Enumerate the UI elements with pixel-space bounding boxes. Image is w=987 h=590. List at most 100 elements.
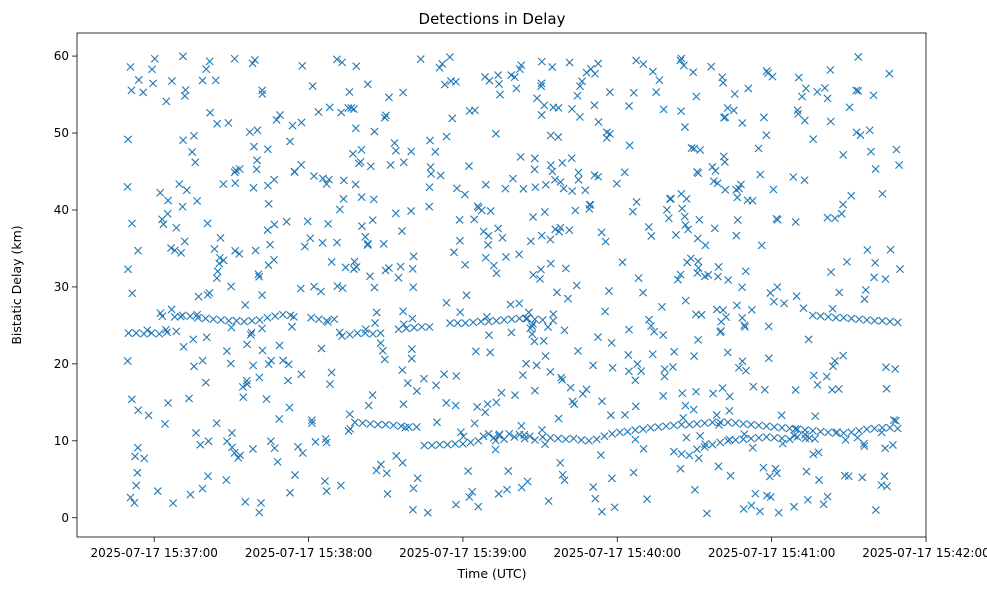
data-point [412,386,421,395]
data-point [217,316,226,324]
data-point [738,118,747,127]
data-point [738,313,747,322]
data-point [602,134,611,143]
data-point [243,380,252,389]
data-point [537,111,546,120]
data-point [191,158,200,167]
data-point [263,226,272,235]
data-point [345,410,354,419]
data-point [249,183,258,192]
data-point [238,382,247,391]
data-point [756,170,765,179]
data-point [581,186,590,195]
data-point [266,437,275,446]
data-point [318,238,327,247]
data-point [270,175,279,184]
data-point [659,105,668,114]
data-point [885,423,894,432]
data-point [529,213,538,222]
data-point [578,389,587,398]
data-point [201,378,210,387]
data-point [680,122,689,131]
data-point [127,395,136,404]
data-point [732,185,741,194]
data-point [205,57,214,66]
data-point [801,430,810,439]
data-point [546,259,555,268]
data-point [397,227,406,236]
data-point [693,168,702,177]
data-point [219,256,228,265]
data-point [624,367,633,376]
data-point [198,76,207,85]
data-point [593,333,602,342]
data-point [654,422,663,431]
data-point [618,258,627,267]
data-point [251,246,260,255]
data-point [676,56,685,65]
data-point [707,62,716,71]
data-point [740,321,749,330]
data-point [559,184,568,193]
data-point [854,52,863,61]
data-point [530,436,539,445]
data-point [185,394,194,403]
data-point [180,237,189,246]
data-point [809,135,818,144]
data-point [285,403,294,412]
data-point [723,418,732,427]
data-point [363,241,372,249]
data-point [895,161,904,170]
data-point [839,200,848,209]
data-point [678,204,687,213]
data-point [589,483,598,491]
data-point [631,426,640,435]
data-point [338,58,347,67]
data-point [370,127,379,136]
data-point [828,385,837,394]
data-point [484,231,493,240]
data-point [824,428,833,437]
data-point [563,294,572,303]
data-point [275,341,284,350]
data-point [892,145,901,154]
data-point [633,360,642,369]
data-point [718,384,727,393]
data-point [569,434,578,443]
data-point [425,202,434,211]
data-point [327,368,336,377]
data-point [202,65,211,74]
data-point [880,472,889,481]
data-point [408,505,417,514]
data-point [234,453,243,462]
data-point [307,416,316,425]
data-point [287,322,296,331]
data-point [228,443,237,452]
data-point [694,257,703,266]
data-point [481,72,490,81]
data-point [123,357,132,365]
data-point [243,340,252,349]
data-point [250,142,258,151]
data-point [394,325,403,334]
data-point [762,432,771,441]
data-point [791,218,800,226]
data-point [721,185,730,194]
data-point [344,104,353,113]
data-point [257,498,266,507]
data-point [696,146,705,154]
data-point [572,281,581,290]
data-point [492,269,501,278]
data-point [549,310,558,319]
data-point [882,384,891,393]
data-point [739,435,748,444]
data-point [516,152,525,161]
data-point [716,438,725,447]
data-point [409,484,418,493]
data-point [130,498,139,507]
data-point [330,315,339,324]
data-point [266,240,275,249]
data-point [601,307,610,316]
data-point [149,79,158,88]
data-point [666,194,675,203]
